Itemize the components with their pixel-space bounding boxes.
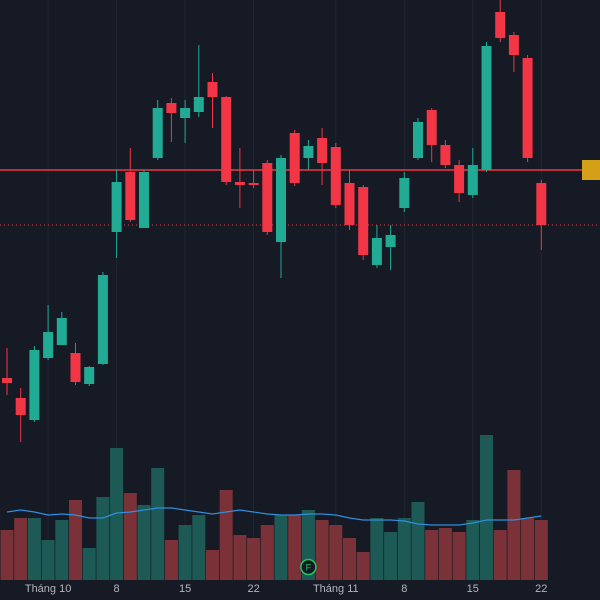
candle-body	[467, 165, 478, 195]
volume-bar	[14, 518, 28, 580]
candle-body	[330, 147, 341, 205]
volume-bar	[247, 538, 261, 580]
volume-bar	[137, 505, 151, 580]
candle-body	[371, 238, 382, 265]
volume-bar	[206, 550, 219, 580]
volume-bar	[110, 448, 124, 580]
candle-body	[426, 110, 437, 145]
volume-bar	[55, 520, 69, 580]
candle-body	[70, 353, 81, 382]
candle-body	[536, 183, 547, 225]
x-tick-label: 8	[114, 583, 120, 595]
volume-bar	[233, 535, 247, 580]
candle-body	[15, 398, 26, 415]
price-tag	[582, 160, 600, 180]
volume-bar	[480, 435, 493, 580]
volume-bar	[466, 520, 480, 580]
candle-body	[139, 172, 149, 228]
candle-body	[43, 332, 54, 358]
volume-bar	[452, 532, 466, 580]
candle-body	[413, 122, 423, 158]
candle-body	[495, 12, 506, 38]
candle-body	[84, 367, 95, 384]
volume-bar	[384, 532, 398, 580]
candle-body	[125, 172, 136, 220]
volume-bar	[411, 502, 425, 580]
candle-body	[289, 133, 300, 183]
volume-bar	[329, 525, 343, 580]
volume-bar	[425, 530, 439, 580]
candle-body	[276, 158, 286, 242]
volume-bar	[315, 520, 329, 580]
volume-bar	[192, 515, 206, 580]
event-marker	[300, 558, 317, 576]
volume-bar	[534, 520, 548, 580]
volume-bar	[507, 470, 521, 580]
candle-body	[111, 182, 122, 232]
candle-body	[29, 350, 40, 420]
candle-body	[193, 97, 204, 112]
volume-bar	[0, 530, 14, 580]
x-tick-label: 8	[401, 583, 407, 595]
volume-bar	[69, 500, 82, 580]
volume-bar	[356, 552, 370, 580]
volume-bar	[178, 525, 192, 580]
candle-body	[344, 183, 355, 225]
candle-body	[481, 46, 492, 170]
candle-body	[152, 108, 163, 158]
candle-body	[303, 146, 314, 158]
volume-bar	[493, 530, 507, 580]
x-tick-label: Tháng 11	[313, 583, 359, 595]
candle-body	[97, 275, 108, 364]
volume-bar	[438, 528, 452, 580]
candle-body	[56, 318, 67, 345]
candle-body	[522, 58, 533, 158]
volume-bar	[343, 538, 356, 580]
candle-body	[399, 178, 410, 208]
candle-body	[262, 163, 273, 232]
volume-bar	[41, 540, 55, 580]
x-tick-label: 22	[535, 583, 547, 595]
candle-body	[385, 235, 396, 247]
volume-bar	[164, 540, 178, 580]
candle-body	[166, 103, 177, 113]
candle-body	[248, 183, 259, 185]
volume-bar	[123, 493, 137, 580]
volume-bar	[151, 468, 165, 580]
candle-body	[454, 165, 465, 193]
volume-bar	[96, 497, 110, 580]
x-tick-label: 15	[179, 583, 191, 595]
volume-bar	[370, 518, 384, 580]
candle-body	[317, 138, 328, 163]
candle-body	[358, 187, 369, 255]
x-tick-label: 15	[467, 583, 479, 595]
volume-bar	[219, 490, 233, 580]
volume-bar	[397, 518, 411, 580]
x-tick-label: Tháng 10	[25, 583, 71, 595]
candle-body	[440, 145, 451, 165]
candle-body	[508, 35, 519, 55]
volume-bar	[260, 525, 274, 580]
candle-body	[234, 182, 245, 185]
candle-body	[2, 378, 12, 383]
volume-bar	[27, 518, 41, 580]
x-tick-label: 22	[247, 583, 259, 595]
candle-body	[221, 97, 232, 182]
volume-bar	[288, 515, 302, 580]
volume-bar	[82, 548, 96, 580]
event-label: F	[306, 562, 312, 572]
volume-ma	[6, 507, 542, 526]
candle-body	[207, 82, 218, 97]
volume-bar	[274, 515, 288, 580]
volume-bar	[521, 518, 535, 580]
candle-body	[180, 108, 191, 118]
